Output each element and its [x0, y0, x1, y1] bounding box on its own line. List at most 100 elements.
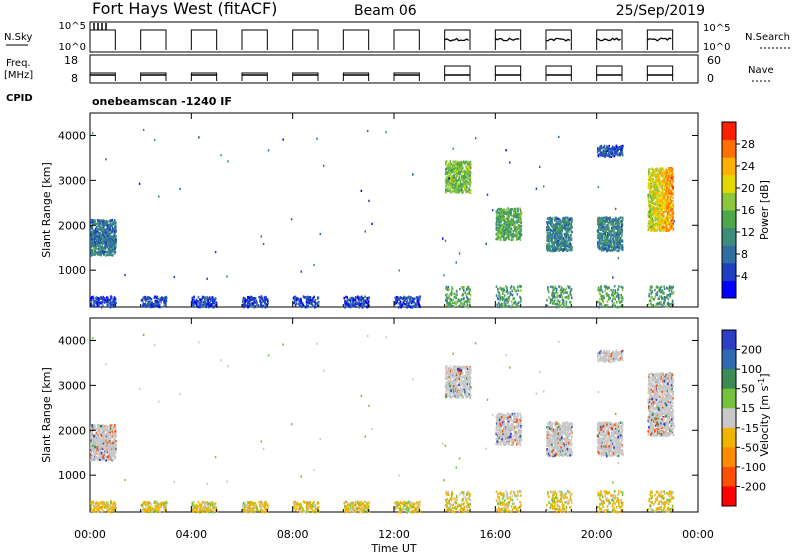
ionospheric-scatter-power: [498, 230, 501, 233]
ionospheric-scatter-power: [465, 184, 468, 187]
ionospheric-scatter-power: [616, 249, 618, 252]
noise-power: [444, 239, 447, 242]
ionospheric-scatter-power: [611, 222, 613, 225]
ionospheric-scatter-power: [621, 145, 623, 148]
ionospheric-scatter-power: [613, 155, 616, 158]
ground-scatter-power: [599, 302, 601, 306]
ionospheric-scatter-power: [556, 240, 558, 244]
ground-scatter-power: [248, 301, 251, 305]
ionospheric-scatter-power: [554, 219, 556, 222]
ground-scatter-power: [455, 303, 458, 306]
ionospheric-scatter-power: [518, 237, 521, 240]
ionospheric-scatter-power: [519, 232, 522, 235]
ground-scatter-power: [650, 302, 652, 306]
ground-scatter-power: [191, 299, 194, 302]
ground-scatter-power: [605, 294, 608, 297]
ground-scatter-power: [613, 292, 616, 295]
ionospheric-scatter-power: [611, 226, 613, 230]
noise-power: [214, 251, 217, 254]
ground-scatter-power: [451, 287, 454, 291]
ground-scatter-power: [511, 293, 514, 297]
nsky-marks: [89, 23, 674, 50]
ground-scatter-power: [499, 304, 502, 307]
ground-scatter-power: [446, 299, 449, 303]
ground-scatter-power: [648, 299, 651, 303]
ground-scatter-power: [417, 301, 420, 304]
ionospheric-scatter-power: [603, 229, 605, 233]
ionospheric-scatter-power: [500, 228, 503, 231]
ground-scatter-power: [262, 300, 265, 303]
nsearch-trace: [596, 37, 621, 42]
ionospheric-scatter-power: [597, 218, 599, 222]
ionospheric-scatter-power: [518, 224, 520, 227]
ionospheric-scatter-power: [652, 184, 655, 187]
ionospheric-scatter-power: [619, 229, 622, 232]
ground-scatter-power: [314, 304, 316, 307]
ionospheric-scatter-power: [110, 245, 113, 249]
ground-scatter-power: [197, 305, 200, 309]
ionospheric-scatter-power: [559, 227, 562, 230]
ionospheric-scatter-power: [567, 234, 570, 238]
ionospheric-scatter-power: [620, 245, 622, 248]
ground-scatter-power: [668, 302, 671, 306]
ground-scatter-power: [354, 296, 357, 299]
ionospheric-scatter-power: [451, 170, 454, 174]
ground-scatter-power: [208, 297, 210, 301]
ground-scatter-power: [299, 304, 301, 307]
ionospheric-scatter-power: [600, 245, 603, 249]
y-tick-label: 3000: [58, 174, 86, 187]
noise-power: [398, 269, 400, 272]
nsearch-trace: [444, 37, 470, 42]
ionospheric-scatter-power: [650, 185, 653, 189]
ground-scatter-power: [466, 292, 469, 295]
ground-scatter-power: [358, 301, 361, 304]
ionospheric-scatter-power: [601, 220, 604, 224]
nsky-window: [140, 29, 167, 50]
ground-scatter-power: [199, 299, 202, 302]
ground-scatter-power: [159, 298, 161, 302]
ground-scatter-power: [406, 301, 408, 304]
ionospheric-scatter-power: [496, 211, 499, 214]
ionospheric-scatter-power: [500, 219, 502, 222]
ionospheric-scatter-power: [604, 245, 607, 248]
ionospheric-scatter-power: [103, 246, 105, 249]
ionospheric-scatter-power: [655, 193, 658, 196]
ionospheric-scatter-power: [569, 222, 571, 226]
ionospheric-scatter-power: [609, 219, 611, 223]
ground-scatter-power: [253, 300, 256, 303]
ionospheric-scatter-power: [602, 154, 605, 157]
ground-scatter-power: [508, 298, 510, 302]
ionospheric-scatter-power: [508, 231, 510, 234]
ground-scatter-power: [202, 296, 205, 299]
ionospheric-scatter-power: [652, 214, 655, 217]
ionospheric-scatter-power: [670, 224, 673, 228]
ground-scatter-power: [310, 300, 312, 303]
ionospheric-scatter-power: [496, 237, 499, 241]
ground-scatter-power: [618, 285, 620, 288]
ground-scatter-power: [469, 298, 472, 301]
ground-scatter-power: [346, 296, 348, 299]
ionospheric-scatter-power: [99, 240, 101, 244]
ionospheric-scatter-power: [94, 252, 97, 255]
ground-scatter-power: [615, 300, 618, 304]
ionospheric-scatter-power: [649, 195, 652, 198]
ionospheric-scatter-power: [650, 182, 653, 186]
ground-scatter-power: [395, 301, 398, 305]
ionospheric-scatter-power: [663, 180, 665, 183]
ionospheric-scatter-power: [505, 237, 508, 240]
ionospheric-scatter-power: [460, 169, 462, 172]
noise-power: [138, 182, 141, 185]
ionospheric-scatter-power: [652, 181, 654, 184]
ionospheric-scatter-power: [565, 231, 568, 234]
ionospheric-scatter-power: [620, 235, 623, 238]
ground-scatter-power: [315, 305, 317, 309]
ground-scatter-power: [602, 294, 605, 298]
ground-scatter-power: [648, 294, 650, 298]
ionospheric-scatter-power: [664, 196, 667, 200]
ionospheric-scatter-power: [607, 238, 609, 241]
ground-scatter-power: [255, 299, 258, 303]
ionospheric-scatter-power: [650, 225, 652, 228]
ionospheric-scatter-power: [660, 226, 663, 230]
ground-scatter-power: [606, 303, 609, 307]
ionospheric-scatter-power: [519, 238, 522, 242]
